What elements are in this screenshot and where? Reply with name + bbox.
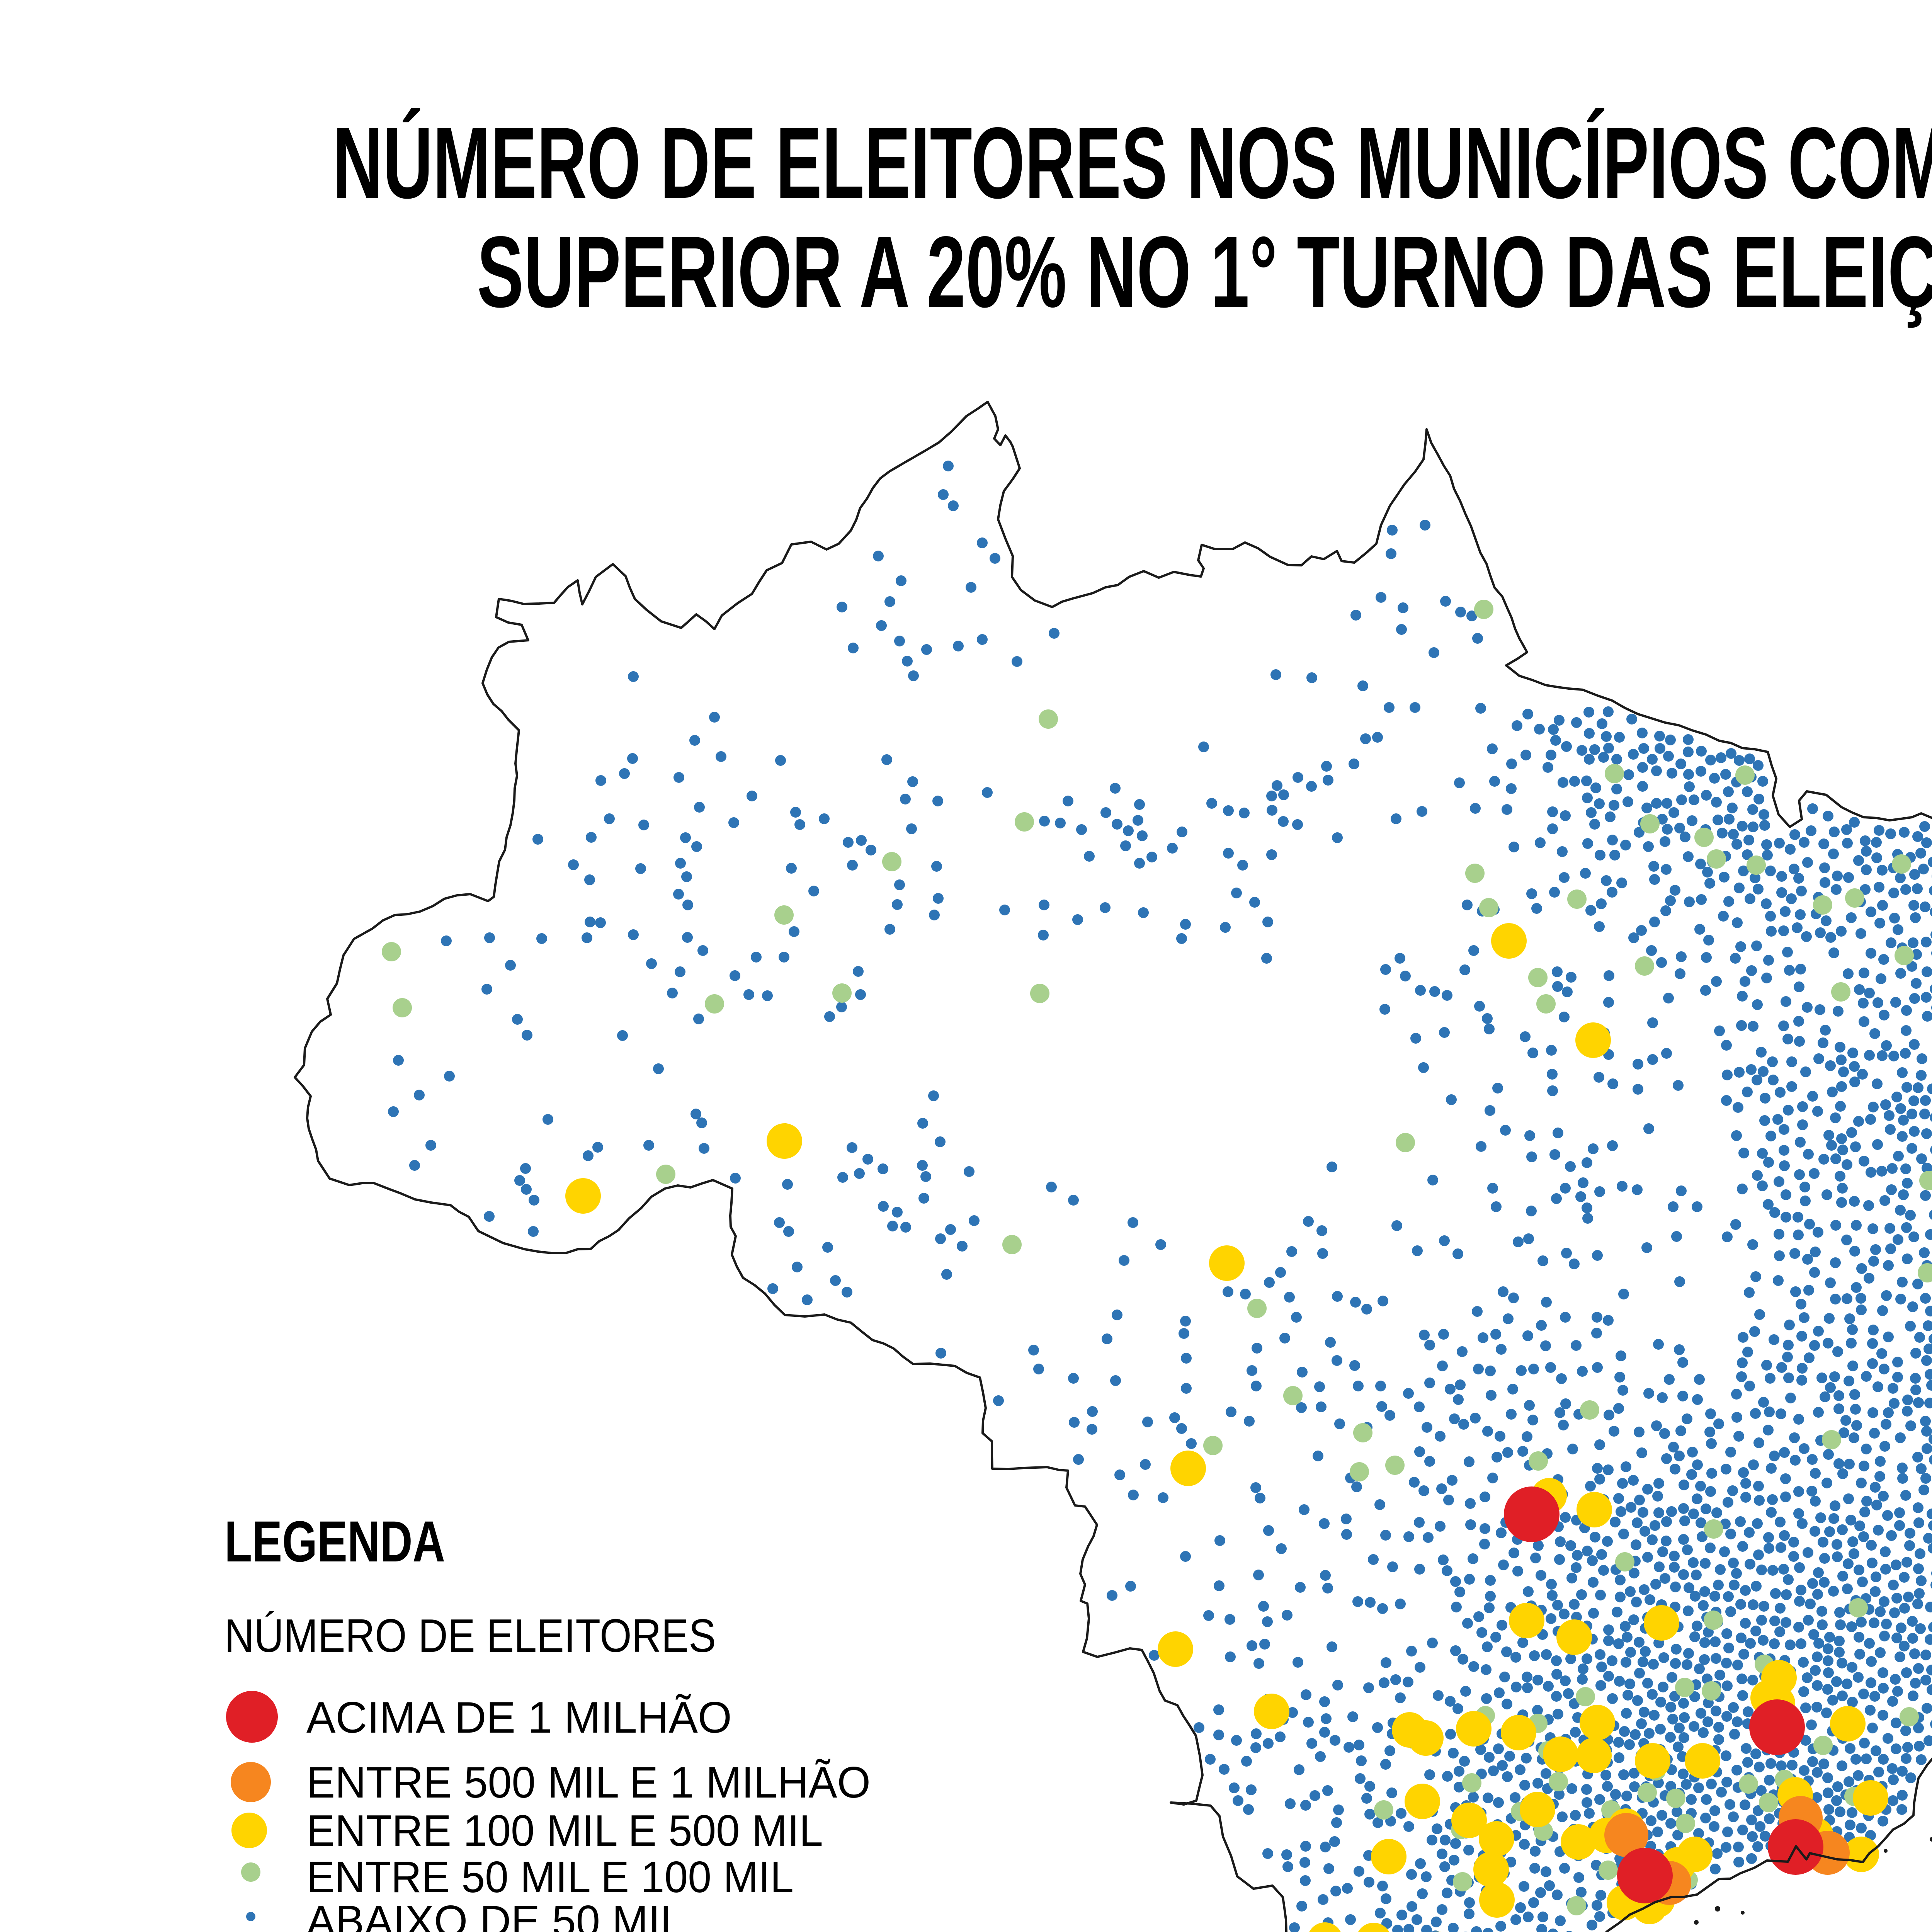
svg-text:SUPERIOR A 20% NO 1° TURNO DAS: SUPERIOR A 20% NO 1° TURNO DAS ELEIÇÕES … [477, 215, 1932, 329]
svg-text:NÚMERO DE ELEITORES NOS MUNICÍ: NÚMERO DE ELEITORES NOS MUNICÍPIOS COM A… [333, 106, 1932, 220]
svg-text:ENTRE 100 MIL E 500 MIL: ENTRE 100 MIL E 500 MIL [306, 1806, 823, 1855]
svg-text:ENTRE 50 MIL E 100 MIL: ENTRE 50 MIL E 100 MIL [306, 1853, 794, 1902]
svg-text:ACIMA DE 1 MILHÃO: ACIMA DE 1 MILHÃO [306, 1693, 732, 1742]
svg-text:ABAIXO DE 50 MIL: ABAIXO DE 50 MIL [306, 1897, 684, 1932]
svg-text:LEGENDA: LEGENDA [224, 1509, 445, 1574]
svg-text:ENTRE 500 MIL E 1 MILHÃO: ENTRE 500 MIL E 1 MILHÃO [306, 1758, 871, 1807]
svg-text:NÚMERO DE ELEITORES: NÚMERO DE ELEITORES [224, 1609, 716, 1662]
